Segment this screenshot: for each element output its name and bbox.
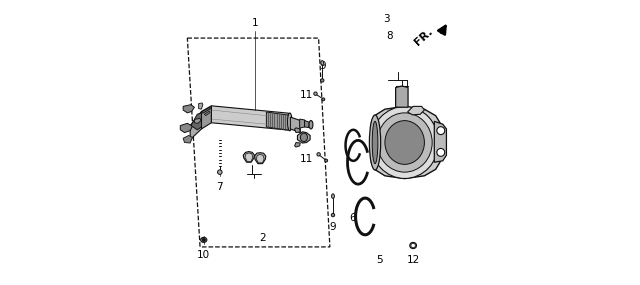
Ellipse shape (324, 159, 328, 162)
Polygon shape (190, 111, 202, 140)
Ellipse shape (371, 107, 438, 178)
Polygon shape (266, 112, 289, 130)
Ellipse shape (300, 133, 307, 142)
Ellipse shape (309, 121, 313, 129)
Circle shape (218, 170, 222, 174)
Ellipse shape (321, 79, 324, 82)
Polygon shape (198, 103, 203, 109)
Text: 8: 8 (386, 31, 393, 41)
Ellipse shape (377, 113, 432, 172)
Polygon shape (300, 119, 305, 128)
Ellipse shape (321, 61, 324, 65)
Polygon shape (435, 121, 447, 162)
Polygon shape (245, 153, 253, 161)
Polygon shape (202, 106, 211, 129)
Polygon shape (291, 117, 300, 133)
Ellipse shape (317, 153, 320, 156)
Polygon shape (294, 142, 300, 147)
Polygon shape (202, 107, 211, 113)
Text: 1: 1 (252, 18, 259, 28)
Polygon shape (396, 86, 408, 107)
Polygon shape (195, 119, 201, 123)
Polygon shape (211, 106, 289, 130)
Polygon shape (191, 113, 202, 130)
Ellipse shape (332, 213, 335, 217)
Polygon shape (255, 153, 266, 164)
Polygon shape (294, 128, 300, 133)
Polygon shape (371, 106, 440, 179)
Text: 4: 4 (288, 119, 294, 129)
Polygon shape (243, 152, 255, 162)
Text: 7: 7 (216, 182, 223, 192)
Text: 9: 9 (330, 221, 336, 231)
Ellipse shape (200, 237, 207, 243)
Polygon shape (298, 132, 310, 143)
Text: 10: 10 (196, 250, 209, 260)
Ellipse shape (385, 121, 424, 164)
Polygon shape (180, 123, 193, 133)
Circle shape (202, 238, 205, 242)
Text: 6: 6 (349, 213, 356, 223)
Text: 3: 3 (383, 14, 390, 24)
Polygon shape (408, 106, 424, 115)
Ellipse shape (314, 92, 317, 95)
Ellipse shape (332, 194, 334, 198)
Ellipse shape (369, 115, 381, 170)
Polygon shape (204, 111, 210, 116)
Text: FR.: FR. (412, 26, 435, 47)
Circle shape (437, 127, 445, 135)
Text: 5: 5 (376, 255, 383, 265)
Text: 2: 2 (259, 233, 266, 243)
Polygon shape (183, 105, 195, 113)
Ellipse shape (372, 121, 378, 164)
Polygon shape (305, 121, 309, 128)
Text: 12: 12 (406, 255, 420, 265)
Ellipse shape (287, 113, 292, 131)
Text: 11: 11 (300, 154, 313, 164)
Polygon shape (256, 154, 264, 163)
Circle shape (437, 148, 445, 156)
Ellipse shape (410, 243, 417, 249)
Ellipse shape (322, 98, 324, 101)
Text: 11: 11 (300, 89, 313, 99)
Polygon shape (183, 135, 193, 143)
Circle shape (411, 243, 415, 248)
Text: 9: 9 (319, 61, 326, 71)
